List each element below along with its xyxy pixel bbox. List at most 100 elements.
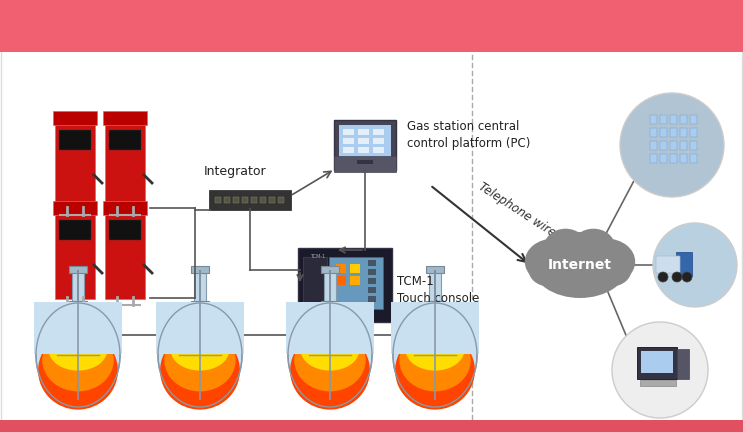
FancyBboxPatch shape	[690, 128, 697, 137]
Circle shape	[322, 311, 326, 317]
FancyBboxPatch shape	[343, 138, 354, 144]
FancyBboxPatch shape	[53, 111, 97, 125]
FancyBboxPatch shape	[233, 197, 239, 203]
FancyBboxPatch shape	[109, 130, 141, 150]
Ellipse shape	[544, 229, 587, 265]
FancyBboxPatch shape	[426, 301, 444, 308]
FancyBboxPatch shape	[690, 141, 697, 150]
FancyBboxPatch shape	[368, 296, 376, 302]
Ellipse shape	[38, 332, 118, 410]
FancyBboxPatch shape	[650, 141, 657, 150]
FancyBboxPatch shape	[0, 0, 743, 52]
Ellipse shape	[48, 329, 108, 371]
FancyBboxPatch shape	[103, 111, 147, 125]
Ellipse shape	[393, 303, 477, 407]
FancyBboxPatch shape	[680, 154, 687, 163]
Ellipse shape	[290, 332, 370, 410]
FancyBboxPatch shape	[260, 197, 266, 203]
FancyBboxPatch shape	[55, 122, 95, 209]
Ellipse shape	[399, 329, 471, 391]
Text: Magnetostrictive probe + Control board for gas station: Magnetostrictive probe + Control board f…	[36, 16, 706, 36]
FancyBboxPatch shape	[429, 271, 441, 303]
FancyBboxPatch shape	[278, 197, 284, 203]
FancyBboxPatch shape	[303, 257, 327, 313]
FancyBboxPatch shape	[670, 154, 677, 163]
FancyBboxPatch shape	[103, 201, 147, 215]
Text: Internet: Internet	[548, 258, 612, 272]
FancyBboxPatch shape	[357, 160, 373, 164]
FancyBboxPatch shape	[650, 128, 657, 137]
Text: TCM-1
Touch console: TCM-1 Touch console	[397, 275, 479, 305]
Ellipse shape	[591, 254, 632, 286]
FancyBboxPatch shape	[55, 212, 95, 299]
FancyBboxPatch shape	[368, 260, 376, 266]
FancyBboxPatch shape	[334, 156, 396, 172]
FancyBboxPatch shape	[690, 154, 697, 163]
Ellipse shape	[528, 254, 569, 286]
FancyBboxPatch shape	[59, 130, 91, 150]
Circle shape	[653, 223, 737, 307]
FancyBboxPatch shape	[59, 220, 91, 240]
FancyBboxPatch shape	[670, 115, 677, 124]
Circle shape	[672, 272, 682, 282]
FancyBboxPatch shape	[350, 264, 360, 273]
FancyBboxPatch shape	[670, 141, 677, 150]
FancyBboxPatch shape	[105, 212, 145, 299]
FancyBboxPatch shape	[286, 302, 374, 354]
FancyBboxPatch shape	[368, 278, 376, 284]
FancyBboxPatch shape	[676, 252, 692, 276]
Ellipse shape	[577, 238, 635, 285]
FancyBboxPatch shape	[350, 276, 360, 285]
FancyBboxPatch shape	[334, 120, 396, 170]
Circle shape	[620, 93, 724, 197]
Ellipse shape	[406, 329, 464, 371]
FancyBboxPatch shape	[251, 197, 257, 203]
FancyBboxPatch shape	[368, 269, 376, 275]
FancyBboxPatch shape	[156, 302, 244, 354]
FancyBboxPatch shape	[690, 115, 697, 124]
FancyBboxPatch shape	[660, 154, 667, 163]
Text: TCM-1: TCM-1	[311, 254, 325, 259]
Ellipse shape	[294, 329, 366, 391]
FancyBboxPatch shape	[194, 271, 206, 303]
Ellipse shape	[158, 303, 242, 407]
FancyBboxPatch shape	[224, 197, 230, 203]
Ellipse shape	[395, 332, 475, 410]
Ellipse shape	[532, 232, 628, 298]
FancyBboxPatch shape	[343, 147, 354, 153]
FancyBboxPatch shape	[215, 197, 221, 203]
FancyBboxPatch shape	[339, 125, 391, 161]
Text: Integrator: Integrator	[204, 165, 266, 178]
FancyBboxPatch shape	[209, 190, 291, 210]
FancyBboxPatch shape	[191, 301, 209, 308]
FancyBboxPatch shape	[0, 420, 743, 432]
FancyBboxPatch shape	[336, 276, 346, 285]
FancyBboxPatch shape	[650, 115, 657, 124]
FancyBboxPatch shape	[329, 257, 383, 309]
Circle shape	[314, 311, 319, 317]
FancyBboxPatch shape	[670, 128, 677, 137]
FancyBboxPatch shape	[373, 129, 384, 135]
Text: Gas station central
control platform (PC): Gas station central control platform (PC…	[407, 120, 531, 150]
FancyBboxPatch shape	[105, 122, 145, 209]
FancyBboxPatch shape	[373, 147, 384, 153]
Ellipse shape	[301, 329, 360, 371]
Ellipse shape	[160, 332, 240, 410]
Ellipse shape	[572, 229, 615, 265]
FancyBboxPatch shape	[368, 287, 376, 293]
Ellipse shape	[36, 303, 120, 407]
FancyBboxPatch shape	[641, 351, 673, 373]
Ellipse shape	[164, 329, 236, 391]
Ellipse shape	[288, 303, 372, 407]
FancyBboxPatch shape	[242, 197, 248, 203]
FancyBboxPatch shape	[69, 266, 87, 273]
FancyBboxPatch shape	[680, 115, 687, 124]
FancyBboxPatch shape	[321, 266, 339, 273]
FancyBboxPatch shape	[358, 147, 369, 153]
FancyBboxPatch shape	[660, 115, 667, 124]
FancyBboxPatch shape	[660, 141, 667, 150]
Text: Telephone wire: Telephone wire	[476, 180, 558, 240]
FancyBboxPatch shape	[656, 256, 680, 273]
FancyBboxPatch shape	[677, 349, 689, 379]
FancyBboxPatch shape	[53, 201, 97, 215]
